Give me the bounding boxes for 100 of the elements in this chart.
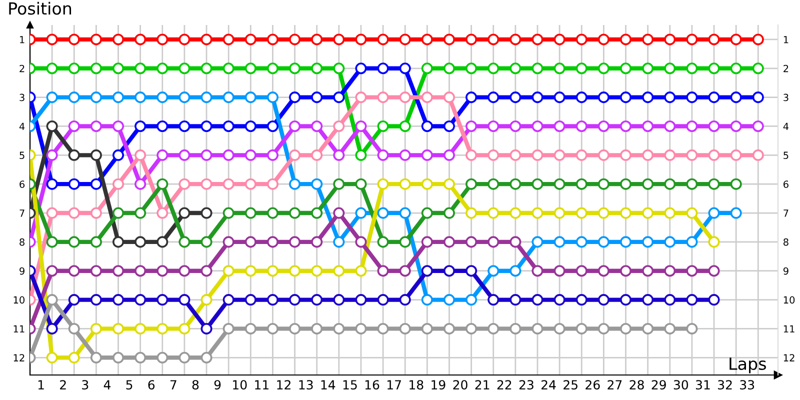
point xyxy=(510,62,522,74)
point xyxy=(642,34,654,46)
point xyxy=(598,34,610,46)
point xyxy=(377,207,389,219)
point xyxy=(90,120,102,132)
y2-tick-label: 5 xyxy=(784,152,788,159)
point xyxy=(576,92,588,104)
point xyxy=(708,294,720,306)
point xyxy=(598,294,610,306)
point xyxy=(289,149,301,161)
point xyxy=(421,265,433,277)
point xyxy=(90,149,102,161)
point xyxy=(134,265,146,277)
point xyxy=(620,294,632,306)
point xyxy=(46,236,58,248)
point xyxy=(156,92,168,104)
point xyxy=(421,207,433,219)
point xyxy=(399,236,411,248)
point xyxy=(333,265,345,277)
point xyxy=(112,120,124,132)
point xyxy=(664,62,676,74)
point xyxy=(554,62,566,74)
x-tick-label: 2 xyxy=(60,380,66,390)
point xyxy=(222,120,234,132)
point xyxy=(730,207,742,219)
point xyxy=(510,92,522,104)
y-tick-label: 1 xyxy=(20,36,24,44)
y2-tick-label: 8 xyxy=(784,238,788,246)
point xyxy=(46,294,58,306)
point xyxy=(708,178,720,190)
point xyxy=(708,34,720,46)
point xyxy=(222,322,234,334)
point xyxy=(178,236,190,248)
point xyxy=(510,294,522,306)
x-tick-label: 14 xyxy=(321,380,336,390)
x-tick-label: 15 xyxy=(343,380,357,390)
x-tick-label: 8 xyxy=(192,380,199,390)
point xyxy=(443,34,455,46)
point xyxy=(112,322,124,334)
y2-tick-label: 3 xyxy=(784,94,788,102)
point xyxy=(178,120,190,132)
point xyxy=(488,265,500,277)
x-tick-label: 16 xyxy=(365,380,380,390)
point xyxy=(443,322,455,334)
point xyxy=(289,62,301,74)
point xyxy=(200,62,212,74)
point xyxy=(730,120,742,132)
point xyxy=(178,178,190,190)
point xyxy=(466,236,478,248)
point xyxy=(68,34,80,46)
y2-tick-label: 4 xyxy=(783,122,788,130)
point xyxy=(598,178,610,190)
point xyxy=(156,149,168,161)
point xyxy=(134,322,146,334)
point xyxy=(642,236,654,248)
y-tick-label: 5 xyxy=(20,152,24,159)
point xyxy=(178,207,190,219)
point xyxy=(311,120,323,132)
point xyxy=(421,149,433,161)
point xyxy=(598,92,610,104)
point xyxy=(112,62,124,74)
point xyxy=(399,207,411,219)
point xyxy=(46,322,58,334)
point xyxy=(134,236,146,248)
x-tick-label: 9 xyxy=(214,380,221,390)
point xyxy=(642,149,654,161)
point xyxy=(421,178,433,190)
point xyxy=(90,34,102,46)
point xyxy=(488,178,500,190)
point xyxy=(377,265,389,277)
point xyxy=(554,34,566,46)
point xyxy=(289,207,301,219)
y2-tick-label: 12 xyxy=(784,354,794,362)
point xyxy=(466,207,478,219)
point xyxy=(576,265,588,277)
point xyxy=(90,207,102,219)
point xyxy=(532,92,544,104)
point xyxy=(244,236,256,248)
x-tick-label: 22 xyxy=(497,380,512,390)
point xyxy=(333,294,345,306)
x-tick-label: 21 xyxy=(475,380,490,390)
point xyxy=(134,149,146,161)
point xyxy=(244,92,256,104)
point xyxy=(289,265,301,277)
point xyxy=(510,207,522,219)
point xyxy=(222,207,234,219)
point xyxy=(708,149,720,161)
point xyxy=(244,120,256,132)
point xyxy=(289,178,301,190)
point xyxy=(355,62,367,74)
point xyxy=(510,178,522,190)
point xyxy=(730,92,742,104)
point xyxy=(664,34,676,46)
point xyxy=(355,236,367,248)
point xyxy=(222,265,234,277)
point xyxy=(222,178,234,190)
point xyxy=(355,207,367,219)
point xyxy=(222,62,234,74)
point xyxy=(399,178,411,190)
x-tick-label: 30 xyxy=(674,380,688,390)
